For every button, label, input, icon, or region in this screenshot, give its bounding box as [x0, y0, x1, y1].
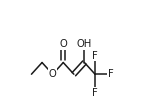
- Text: O: O: [59, 39, 67, 49]
- Text: O: O: [49, 69, 56, 79]
- Text: F: F: [92, 88, 98, 98]
- Text: F: F: [92, 51, 98, 61]
- Text: OH: OH: [77, 39, 92, 49]
- Text: F: F: [108, 69, 113, 79]
